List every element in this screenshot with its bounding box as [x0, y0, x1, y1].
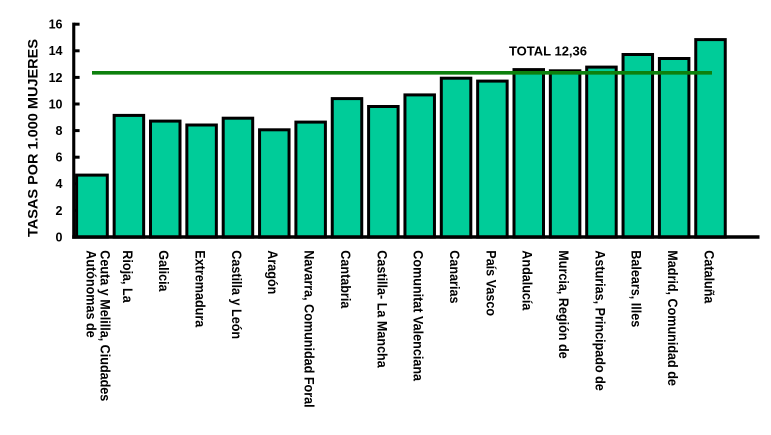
- svg-text:4: 4: [56, 177, 63, 191]
- svg-text:Autónomas de: Autónomas de: [83, 250, 99, 337]
- svg-text:Murcia, Región de: Murcia, Región de: [556, 250, 572, 358]
- svg-text:10: 10: [49, 97, 63, 111]
- svg-text:Ceuta y Melilla, Ciudades: Ceuta y Melilla, Ciudades: [97, 250, 113, 401]
- svg-text:Balears, Illes: Balears, Illes: [629, 250, 645, 327]
- svg-text:TASAS POR 1.000 MUJERES: TASAS POR 1.000 MUJERES: [25, 39, 41, 237]
- svg-text:Rioja, La: Rioja, La: [120, 250, 136, 303]
- svg-text:Comunitat Valenciana: Comunitat Valenciana: [410, 250, 426, 381]
- svg-text:Cataluña: Cataluña: [701, 250, 717, 304]
- svg-text:TOTAL 12,36: TOTAL 12,36: [509, 43, 587, 58]
- svg-text:Asturias, Principado de: Asturias, Principado de: [592, 250, 608, 391]
- svg-text:2: 2: [56, 204, 63, 218]
- svg-text:14: 14: [49, 44, 63, 58]
- svg-text:0: 0: [56, 230, 63, 244]
- svg-text:16: 16: [49, 18, 63, 32]
- svg-text:País Vasco: País Vasco: [483, 250, 499, 316]
- svg-text:8: 8: [56, 124, 63, 138]
- svg-text:Castilla- La Mancha: Castilla- La Mancha: [374, 250, 390, 368]
- svg-text:Andalucía: Andalucía: [519, 250, 535, 311]
- svg-text:Cantabria: Cantabria: [338, 250, 354, 309]
- svg-text:Navarra, Comunidad Foral: Navarra, Comunidad Foral: [301, 250, 317, 407]
- svg-text:Madrid, Comunidad de: Madrid, Comunidad de: [665, 250, 681, 386]
- svg-text:Castilla y León: Castilla y León: [229, 250, 245, 339]
- svg-text:6: 6: [56, 151, 63, 165]
- svg-text:Canarias: Canarias: [447, 250, 463, 303]
- svg-text:Aragón: Aragón: [265, 250, 281, 294]
- svg-text:Extremadura: Extremadura: [192, 250, 208, 327]
- svg-text:12: 12: [49, 71, 63, 85]
- svg-text:Galicia: Galicia: [156, 250, 172, 292]
